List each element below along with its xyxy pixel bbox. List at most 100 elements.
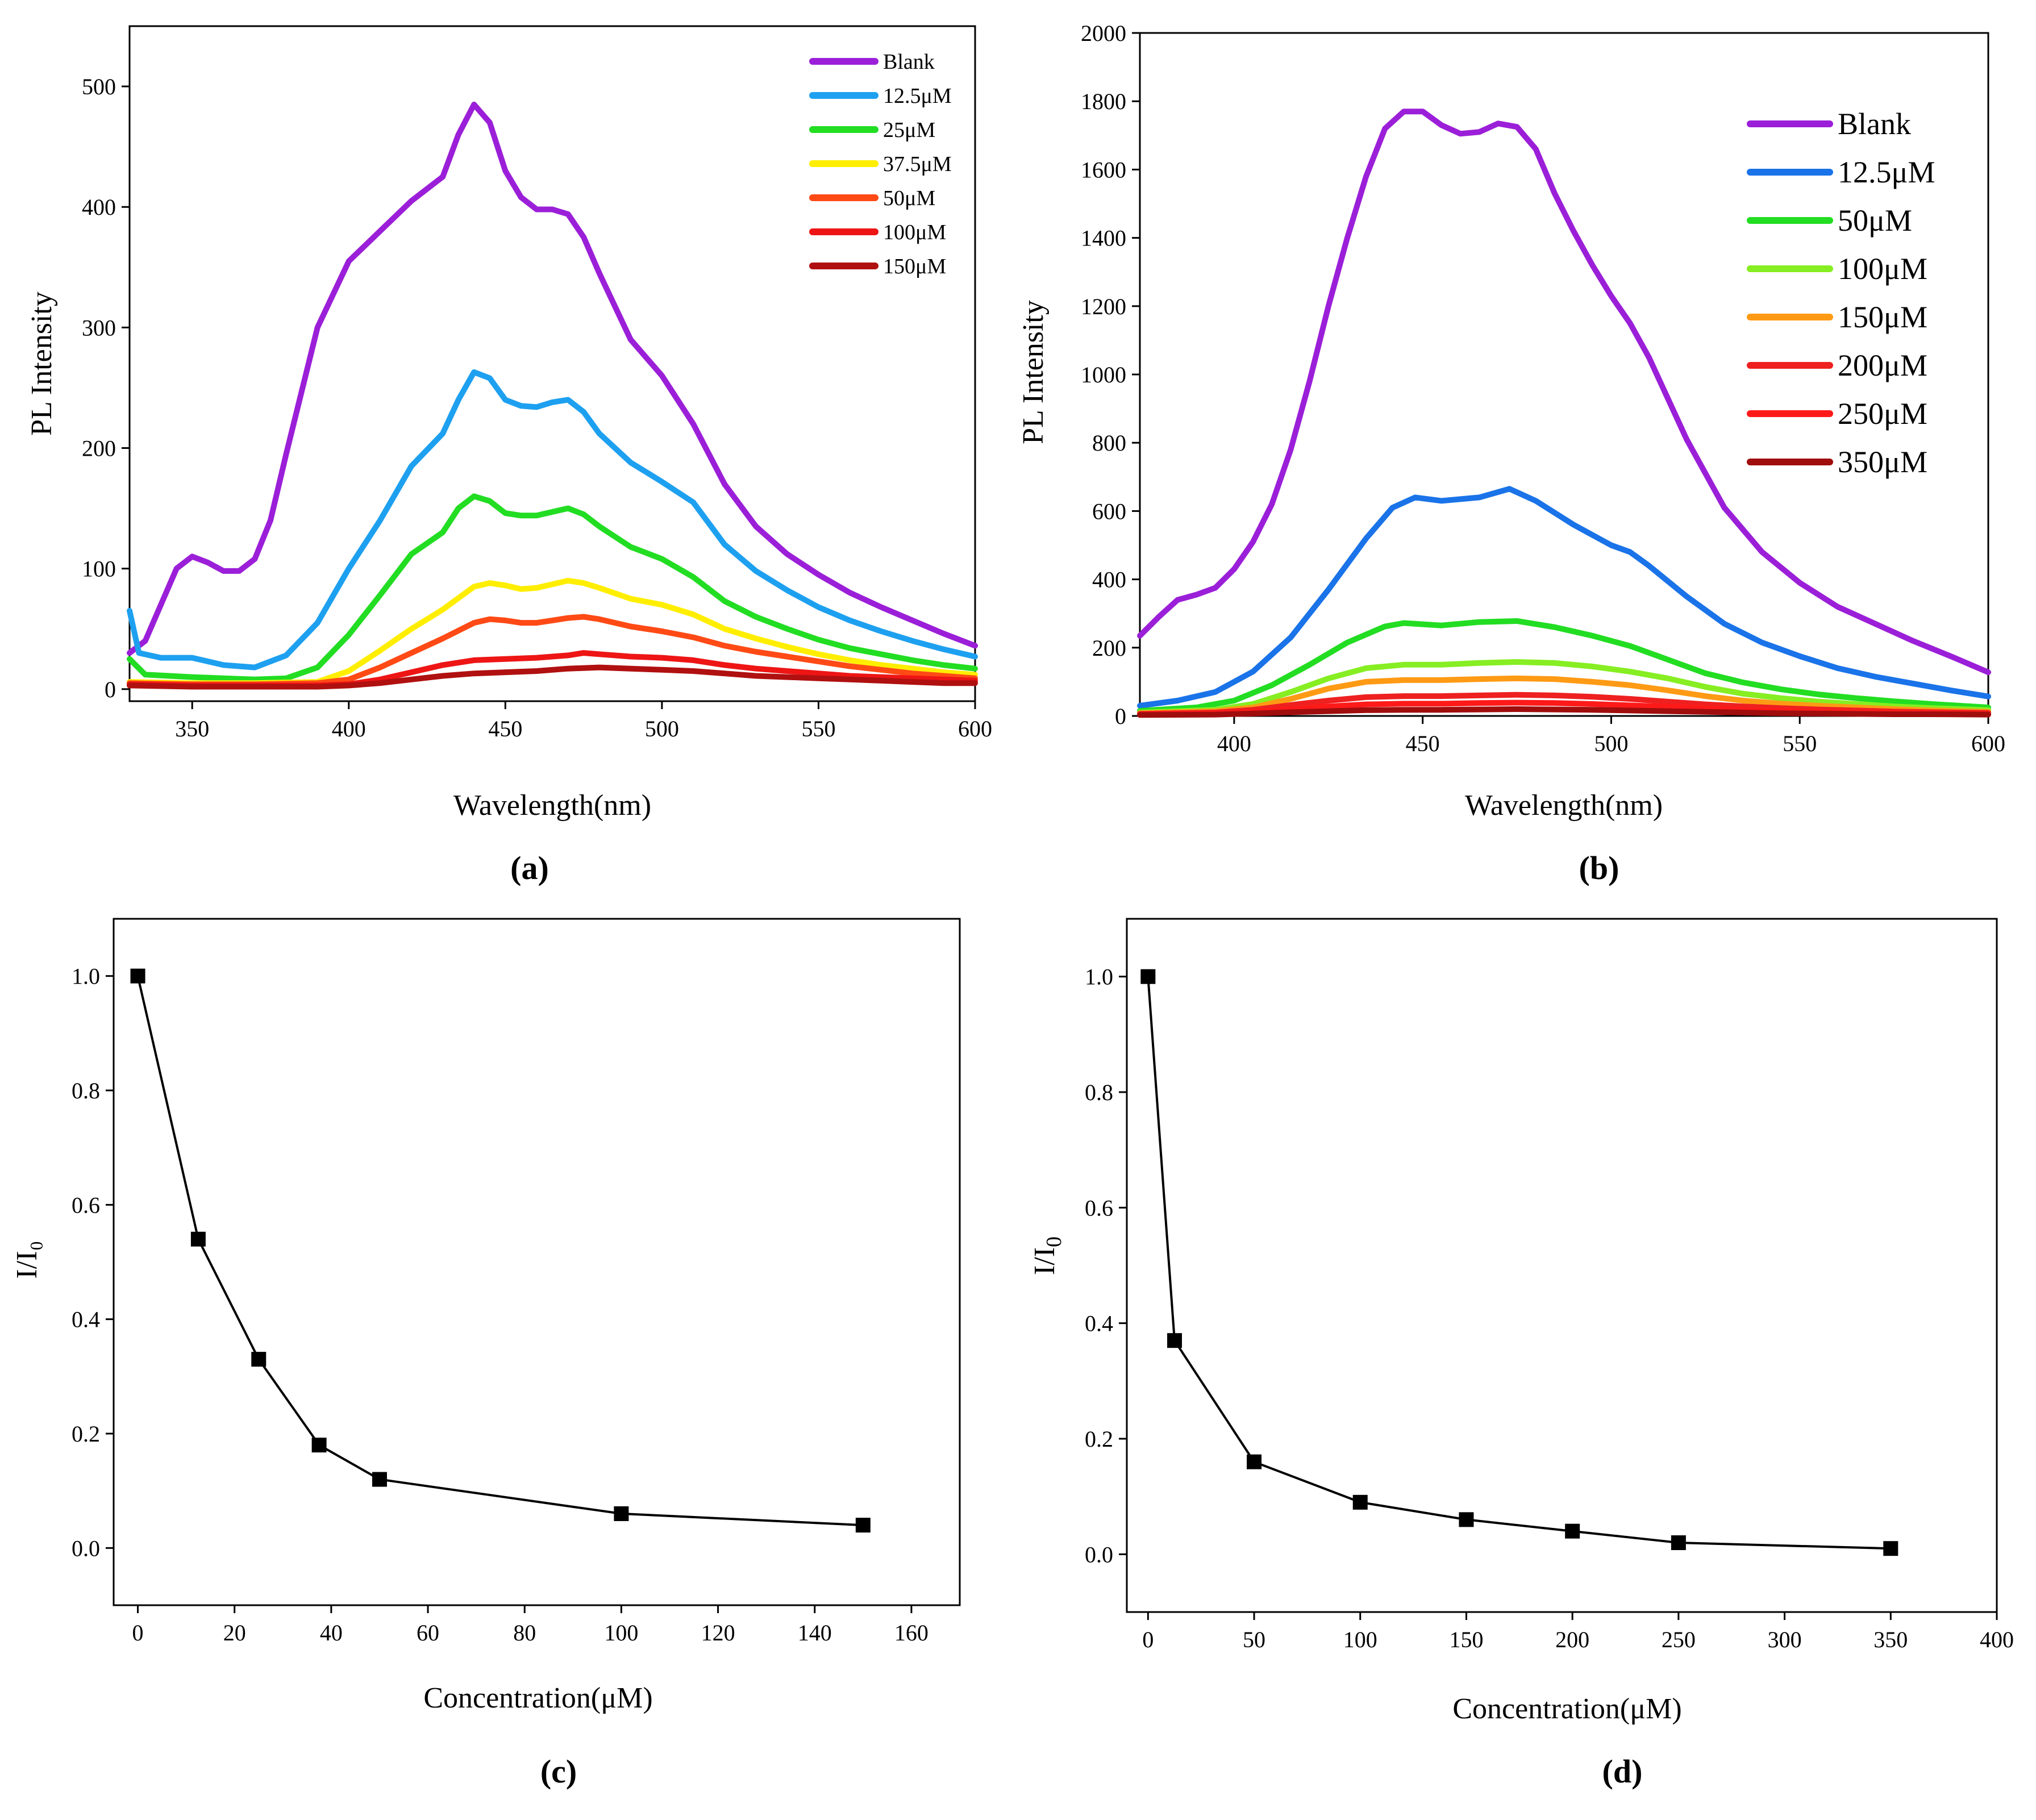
panel-b-series-line-7 [1137, 706, 1991, 718]
panel-b-series-line-2 [1137, 618, 1991, 714]
panel-b-legend-label-5: 200μM [1838, 348, 1927, 382]
panel-d-y-tick-label-0: 0.0 [1085, 1542, 1113, 1567]
panel-d-plot-frame [1126, 918, 1998, 1613]
panel-a-x-ticks: 350 400 450 500 550 600 [175, 701, 992, 742]
panel-c-x-tick-label-0: 0 [132, 1620, 144, 1646]
panel-b: 400 450 500 550 600 0 200 400 600 800 1000 1200 140… [1017, 20, 2005, 886]
panel-b-y-tick-label-7: 1400 [1081, 226, 1126, 251]
panel-a-legend-label-3: 37.5μM [883, 152, 952, 176]
panel-d-data-point-0 [1140, 969, 1156, 984]
panel-b-legend-label-4: 150μM [1838, 300, 1927, 334]
panel-c-data-point-5 [614, 1506, 629, 1521]
panel-a-legend-label-2: 25μM [883, 118, 935, 142]
panel-a-x-axis-title: Wavelength(nm) [453, 789, 651, 822]
panel-d-x-axis-title: Concentration(μM) [1452, 1693, 1681, 1725]
panel-d-label: (d) [1602, 1753, 1643, 1790]
panel-d-y-tick-label-2: 0.4 [1085, 1311, 1113, 1336]
panel-a-series-line-4 [127, 614, 978, 688]
panel-b-legend-label-7: 350μM [1838, 445, 1927, 479]
panel-b-series-line-1 [1137, 486, 1991, 709]
panel-d-x-tick-label-7: 350 [1873, 1627, 1908, 1652]
panel-a-x-tick-label-2: 450 [488, 716, 522, 742]
panel-a-y-axis-title: PL Intensity [26, 291, 58, 436]
panel-d-data-point-6 [1671, 1535, 1686, 1550]
panel-b-series-line-3 [1137, 659, 1991, 715]
panel-b-y-tick-label-2: 400 [1092, 567, 1126, 593]
panel-a-legend: Blank 12.5μM 25μM 37.5μM 50μM 100μM 150μM [809, 50, 952, 278]
panel-d-data-point-4 [1459, 1512, 1474, 1527]
panel-c-x-ticks: 0 20 40 60 80 100 120 140 160 [132, 1605, 929, 1646]
panel-c-connecting-line [136, 976, 863, 1527]
panel-d-connecting-line [1147, 976, 1891, 1550]
panel-d-x-tick-label-0: 0 [1142, 1627, 1154, 1652]
panel-c-x-tick-label-3: 60 [417, 1620, 439, 1646]
panel-a-y-tick-label-5: 500 [82, 74, 116, 99]
panel-c-data-point-3 [311, 1438, 327, 1453]
panel-c-y-tick-label-2: 0.4 [72, 1307, 100, 1332]
panel-a-y-tick-label-1: 100 [82, 556, 116, 582]
panel-a-legend-label-6: 150μM [883, 255, 946, 278]
panel-d-x-ticks: 0 50 100 150 200 250 300 350 400 [1142, 1612, 2014, 1652]
panel-a-series-line-0 [127, 101, 978, 656]
panel-b-x-tick-label-3: 550 [1783, 731, 1817, 756]
panel-d-y-tick-label-1: 0.2 [1085, 1426, 1113, 1452]
panel-b-legend-label-1: 12.5μM [1838, 155, 1935, 189]
panel-a-x-tick-label-1: 400 [332, 716, 366, 742]
panel-c-y-tick-label-3: 0.6 [72, 1192, 100, 1218]
panel-a-legend-label-5: 100μM [883, 220, 946, 244]
panel-c-y-axis-title: I/I₀ [11, 1240, 43, 1278]
panel-a-x-tick-label-5: 600 [958, 716, 992, 742]
panel-b-legend-label-2: 50μM [1838, 203, 1912, 238]
panel-c-y-tick-label-1: 0.2 [72, 1421, 100, 1447]
panel-d-data-point-3 [1352, 1494, 1368, 1510]
panel-a-x-tick-label-0: 350 [175, 716, 209, 742]
panel-d-series [1140, 969, 1898, 1556]
panel-d-data-point-7 [1883, 1541, 1898, 1556]
panel-b-y-ticks: 0 200 400 600 800 1000 1200 1400 1600 1800 2000 [1081, 20, 1140, 729]
panel-a-series-line-6 [127, 664, 978, 690]
panel-b-y-tick-label-10: 2000 [1081, 20, 1126, 46]
panel-d-x-tick-label-8: 400 [1980, 1627, 2014, 1652]
panel-c-data-point-2 [251, 1352, 267, 1367]
panel-c-x-tick-label-8: 160 [894, 1620, 929, 1646]
panel-c: 0 20 40 60 80 100 120 140 160 0.0 0.2 0.4 0.6 0.8 1.0… [11, 918, 961, 1790]
panel-b-y-tick-label-5: 1000 [1081, 362, 1126, 388]
panel-b-legend-label-3: 100μM [1838, 252, 1927, 286]
panel-c-y-tick-label-4: 0.8 [72, 1078, 100, 1103]
panel-d: 0 50 100 150 200 250 300 350 400 0.0 0.2 0.4 0.6 0.8… [1029, 918, 2014, 1790]
panel-b-y-tick-label-6: 1200 [1081, 294, 1126, 319]
panel-a-legend-label-0: Blank [883, 50, 935, 74]
panel-b-x-tick-label-0: 400 [1217, 731, 1251, 756]
panel-b-series-line-4 [1137, 675, 1991, 717]
panel-b-series [1137, 109, 1991, 718]
panel-d-y-axis-title: I/I0 [1029, 1236, 1066, 1275]
panel-b-x-ticks: 400 450 500 550 600 [1217, 716, 2005, 756]
panel-a-x-tick-label-3: 500 [645, 716, 679, 742]
panel-d-x-tick-label-1: 50 [1243, 1627, 1265, 1652]
panel-b-legend-label-6: 250μM [1838, 397, 1927, 431]
panel-a-y-tick-label-2: 200 [82, 436, 116, 461]
panel-c-x-tick-label-6: 120 [701, 1620, 735, 1646]
panel-b-y-tick-label-3: 600 [1092, 498, 1126, 524]
panel-b-x-tick-label-4: 600 [1971, 731, 2005, 756]
panel-a-y-tick-label-4: 400 [82, 194, 116, 220]
panel-c-x-tick-label-2: 40 [320, 1620, 343, 1646]
panel-b-series-line-0 [1137, 109, 1991, 676]
panel-b-x-tick-label-2: 500 [1594, 731, 1628, 756]
panel-a-label: (a) [510, 849, 549, 886]
panel-b-legend-label-0: Blank [1838, 107, 1911, 141]
panel-b-y-axis-title: PL Intensity [1017, 300, 1050, 444]
panel-b-y-tick-label-9: 1800 [1081, 89, 1126, 114]
panel-c-data-point-6 [855, 1518, 871, 1533]
panel-a-series-line-3 [127, 577, 978, 686]
panel-c-y-tick-label-5: 1.0 [72, 964, 100, 989]
panel-c-x-tick-label-7: 140 [798, 1620, 832, 1646]
panel-c-x-tick-label-4: 80 [513, 1620, 536, 1646]
panel-b-y-tick-label-1: 200 [1092, 635, 1126, 661]
panel-a: 350 400 450 500 550 600 0 100 200 300 400 500 Blan… [26, 25, 992, 886]
panel-d-x-tick-label-6: 300 [1768, 1627, 1802, 1652]
panel-b-y-tick-label-0: 0 [1115, 703, 1126, 729]
panel-c-data-point-0 [130, 968, 145, 984]
panel-a-plot-frame [128, 25, 976, 702]
